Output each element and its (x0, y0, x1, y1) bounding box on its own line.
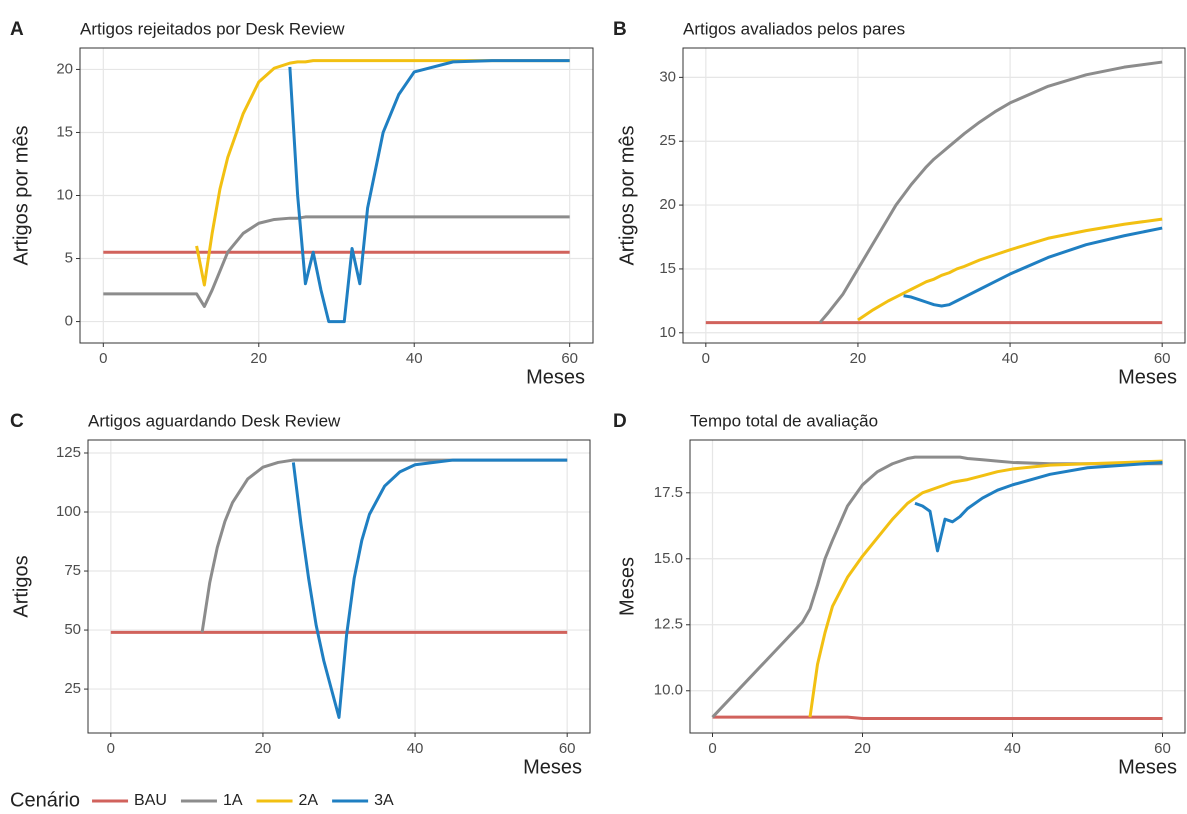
x-tick-label: 60 (1154, 350, 1171, 367)
series-line (288, 59, 570, 324)
y-tick-label: 15.0 (654, 550, 683, 567)
panel-letter: B (613, 19, 627, 40)
x-tick-label: 20 (850, 350, 867, 367)
y-tick-label: 10.0 (654, 682, 683, 699)
legend-label: 3A (374, 792, 394, 809)
x-tick-label: 20 (250, 350, 267, 367)
series-line (857, 217, 1163, 322)
panel-title: Artigos aguardando Desk Review (88, 411, 341, 430)
legend-title: Cenário (10, 789, 80, 811)
series-line (712, 715, 1163, 720)
plot-background (88, 440, 590, 733)
legend-label: BAU (134, 792, 167, 809)
y-tick-label: 100 (56, 503, 81, 520)
x-tick-label: 60 (1154, 740, 1171, 757)
y-tick-label: 17.5 (654, 484, 683, 501)
plot-border (689, 439, 1186, 734)
panel-letter: D (613, 411, 627, 432)
plot-background (683, 48, 1185, 343)
x-axis-label: Meses (1118, 366, 1177, 388)
y-tick-label: 25 (64, 680, 81, 697)
x-tick-label: 20 (255, 740, 272, 757)
y-axis-label: Artigos por mês (10, 125, 32, 265)
plot-background (690, 440, 1185, 733)
x-axis-label: Meses (526, 366, 585, 388)
x-tick-label: 60 (561, 350, 578, 367)
y-tick-label: 75 (64, 562, 81, 579)
x-tick-label: 0 (708, 740, 716, 757)
x-tick-label: 0 (702, 350, 710, 367)
y-tick-label: 20 (56, 60, 73, 77)
x-tick-label: 40 (1004, 740, 1021, 757)
series-line (200, 458, 568, 633)
plot-border (87, 439, 591, 734)
series-line (103, 215, 570, 308)
y-tick-label: 12.5 (654, 616, 683, 633)
y-tick-label: 125 (56, 444, 81, 461)
y-axis-label: Artigos por mês (616, 125, 638, 265)
y-tick-label: 10 (56, 186, 73, 203)
x-tick-label: 20 (854, 740, 871, 757)
panel-title: Tempo total de avaliação (690, 411, 878, 430)
x-tick-label: 40 (407, 740, 424, 757)
x-tick-label: 0 (107, 740, 115, 757)
panel-letter: C (10, 411, 24, 432)
x-tick-label: 0 (99, 350, 107, 367)
y-tick-label: 30 (659, 68, 676, 85)
y-tick-label: 50 (64, 621, 81, 638)
y-tick-label: 20 (659, 196, 676, 213)
legend-label: 1A (223, 792, 243, 809)
panel: 10.0 12.5 15.0 17.5 0 20 40 60 D Tempo total de a… (613, 411, 1186, 778)
panel-letter: A (10, 19, 24, 40)
x-tick-label: 60 (559, 740, 576, 757)
y-tick-label: 10 (659, 324, 676, 341)
series-line (711, 455, 1163, 719)
panel: 0 5 10 15 20 0 20 40 60 A Artigos rejeitados por D… (10, 19, 594, 388)
y-axis-label: Meses (616, 557, 638, 616)
panel: 10 15 20 25 30 0 20 40 60 B Artigos avaliados pelo… (613, 19, 1186, 388)
x-axis-label: Meses (1118, 756, 1177, 778)
y-tick-label: 15 (56, 123, 73, 140)
series-line (808, 459, 1163, 718)
plot-border (79, 47, 594, 344)
y-tick-label: 25 (659, 132, 676, 149)
y-tick-label: 15 (659, 260, 676, 277)
series-line (914, 460, 1163, 553)
legend: Cenário BAU 1A 2A 3A (10, 789, 394, 811)
x-tick-label: 40 (406, 350, 423, 367)
panel-title: Artigos avaliados pelos pares (683, 19, 905, 38)
y-axis-label: Artigos (10, 555, 32, 617)
series-line (903, 226, 1163, 308)
x-tick-label: 40 (1002, 350, 1019, 367)
series-line (195, 59, 570, 287)
y-tick-label: 5 (65, 250, 73, 267)
series-line (818, 60, 1163, 324)
series-line (291, 458, 568, 719)
legend-label: 2A (299, 792, 319, 809)
panel-title: Artigos rejeitados por Desk Review (80, 19, 345, 38)
y-tick-label: 0 (65, 313, 73, 330)
x-axis-label: Meses (523, 756, 582, 778)
panel: 25 50 75 100 125 0 20 40 60 C Artigos aguardando D… (10, 411, 591, 778)
plot-border (682, 47, 1186, 344)
